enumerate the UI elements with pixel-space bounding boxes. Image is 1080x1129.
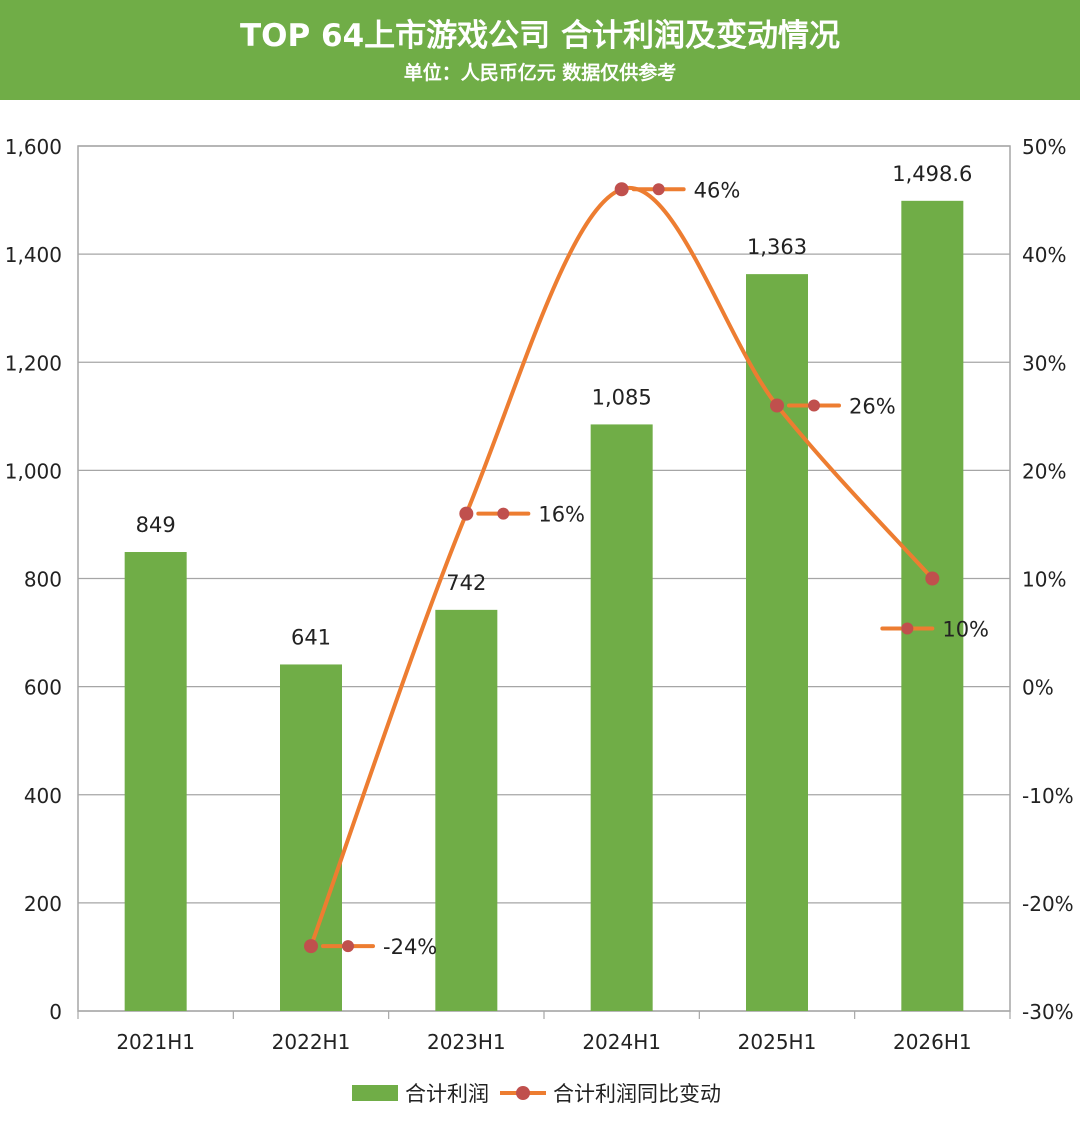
chart-subtitle: 单位：人民币亿元 数据仅供参考 <box>403 62 677 84</box>
yoy-label-text: -24% <box>383 935 437 959</box>
yoy-label-text: 16% <box>538 503 585 527</box>
label-marker <box>342 940 354 953</box>
x-tick-label: 2024H1 <box>582 1030 661 1054</box>
yoy-line-series: -24% 16% 46% 26% 10% <box>304 178 989 959</box>
yoy-point-2022H1 <box>304 939 318 954</box>
bar-data-label: 849 <box>136 513 176 537</box>
label-marker <box>497 507 510 520</box>
title-banner: TOP 64上市游戏公司 合计利润及变动情况 单位：人民币亿元 数据仅供参考 <box>0 0 1080 100</box>
y-right-tick-label: 20% <box>1022 459 1066 483</box>
legend: 合计利润 合计利润同比变动 <box>352 1082 721 1106</box>
y-right-tick-label: -20% <box>1022 892 1074 916</box>
y-left-tick-label: 1,200 <box>5 351 62 375</box>
bar-2023H1 <box>435 609 498 1011</box>
bar-data-label: 641 <box>291 625 331 649</box>
bar-data-label: 1,085 <box>592 385 652 409</box>
x-tick-label: 2022H1 <box>272 1030 351 1054</box>
yoy-data-label: 10% <box>880 618 989 642</box>
yoy-data-label: -24% <box>321 935 437 959</box>
bar-2021H1 <box>124 552 187 1011</box>
yoy-label-text: 46% <box>694 178 741 202</box>
label-marker <box>808 399 820 412</box>
axes: 0 200 400 600 800 1,000 1,200 1,400 1,600 -30% -20… <box>5 135 1074 1054</box>
bar-data-label: 1,363 <box>747 235 807 259</box>
y-left-tick-label: 1,600 <box>5 135 62 159</box>
bar-data-label: 1,498.6 <box>892 162 972 186</box>
y-left-tick-label: 400 <box>24 784 62 808</box>
x-tick-label: 2026H1 <box>893 1030 972 1054</box>
legend-bar-label: 合计利润 <box>405 1082 489 1106</box>
x-tick-label: 2023H1 <box>427 1030 506 1054</box>
legend-bar-swatch <box>352 1085 398 1101</box>
yoy-point-2025H1 <box>770 398 784 413</box>
y-right-tick-label: 50% <box>1022 135 1066 159</box>
y-right-tick-label: 10% <box>1022 568 1066 592</box>
yoy-data-label: 16% <box>476 503 585 527</box>
yoy-label-text: 26% <box>849 395 896 419</box>
y-right-tick-label: 0% <box>1022 676 1054 700</box>
chart-title: TOP 64上市游戏公司 合计利润及变动情况 <box>240 18 840 54</box>
y-left-tick-label: 800 <box>24 568 62 592</box>
yoy-label-text: 10% <box>942 618 989 642</box>
yoy-point-2026H1 <box>925 571 940 586</box>
label-marker <box>901 622 914 635</box>
bar-2022H1 <box>280 664 342 1011</box>
y-left-tick-label: 200 <box>24 892 62 916</box>
y-left-tick-label: 600 <box>24 676 62 700</box>
x-tick-label: 2021H1 <box>116 1030 195 1054</box>
bar-series: 849 641 742 1,085 1,363 1,498.6 <box>124 162 972 1011</box>
y-left-tick-label: 0 <box>49 1000 62 1024</box>
bar-data-label: 742 <box>446 571 486 595</box>
legend-line-label: 合计利润同比变动 <box>553 1082 721 1106</box>
x-tick-label: 2025H1 <box>738 1030 817 1054</box>
legend-line-marker <box>516 1086 530 1100</box>
y-left-tick-label: 1,400 <box>5 243 62 267</box>
yoy-line <box>309 185 935 949</box>
label-marker <box>652 183 665 196</box>
y-right-tick-label: 40% <box>1022 243 1066 267</box>
gridlines <box>77 145 1011 1012</box>
bar-2024H1 <box>590 424 653 1011</box>
yoy-point-2024H1 <box>614 182 629 197</box>
bar-2026H1 <box>901 200 964 1011</box>
y-left-tick-label: 1,000 <box>5 459 62 483</box>
y-right-tick-label: -10% <box>1022 784 1074 808</box>
yoy-data-label: 26% <box>787 395 896 419</box>
profit-chart: 849 641 742 1,085 1,363 1,498.6 -24% 16% 46% 26%… <box>5 135 1074 1106</box>
yoy-data-label: 46% <box>631 178 741 202</box>
yoy-point-2023H1 <box>459 506 474 521</box>
bar-2025H1 <box>746 274 808 1011</box>
y-right-tick-label: 30% <box>1022 351 1066 375</box>
y-right-tick-label: -30% <box>1022 1000 1074 1024</box>
